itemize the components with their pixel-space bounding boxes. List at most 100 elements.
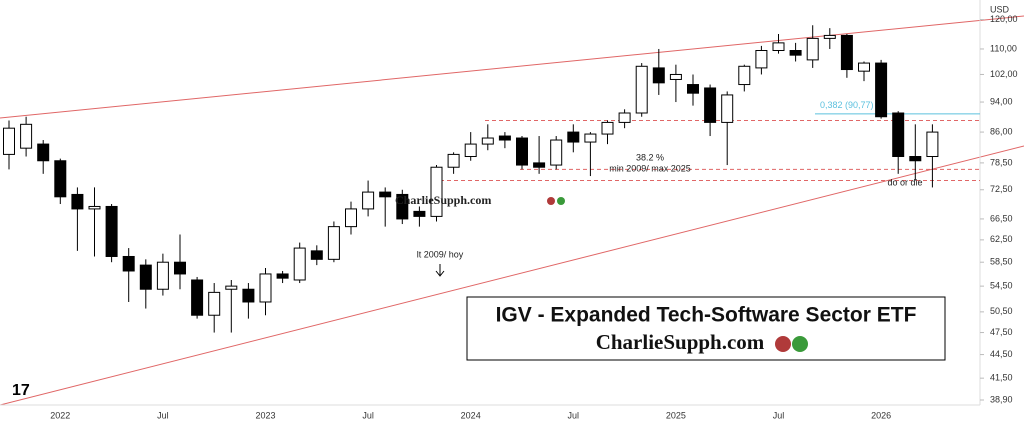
y-tick-label: 86,00	[990, 126, 1013, 136]
candle-body	[652, 67, 665, 84]
candle-body	[379, 191, 392, 198]
candle-body	[789, 50, 802, 56]
candle-body	[242, 288, 255, 303]
chart-subtitle: CharlieSupph.com	[596, 330, 765, 354]
annotation: do or die	[887, 177, 922, 187]
candle-body	[498, 135, 511, 141]
x-tick-label: 2022	[50, 410, 70, 420]
icon-up	[557, 197, 565, 205]
y-tick-label: 72,50	[990, 184, 1013, 194]
candle-body	[669, 73, 682, 80]
y-tick-label: 120,00	[990, 14, 1018, 24]
icon-up	[792, 336, 808, 352]
y-tick-label: 66,50	[990, 213, 1013, 223]
fib-label: 0,382 (90,77)	[820, 100, 874, 110]
candle-body	[772, 42, 785, 52]
candle-body	[259, 273, 272, 303]
plot	[3, 25, 980, 333]
candle-body	[396, 193, 409, 220]
x-tick-label: Jul	[773, 410, 785, 420]
candle-body	[54, 160, 67, 198]
candle-body	[191, 279, 204, 316]
candle-body	[71, 193, 84, 210]
candle-body	[721, 94, 734, 123]
x-tick-label: Jul	[157, 410, 169, 420]
chart-title: IGV - Expanded Tech-Software Sector ETF	[496, 304, 917, 327]
candle-body	[122, 255, 135, 272]
candle-body	[174, 261, 186, 275]
candle-body	[20, 123, 33, 149]
icon-down	[775, 336, 791, 352]
logo: 17	[12, 382, 30, 399]
candle-body	[516, 137, 528, 166]
x-tick-label: 2023	[255, 410, 275, 420]
candle-body	[447, 153, 460, 168]
y-tick-label: 41,50	[990, 373, 1013, 383]
y-tick-label: 102,00	[990, 69, 1018, 79]
candle-body	[225, 285, 238, 290]
candle-body	[909, 156, 922, 162]
candle-body	[481, 137, 494, 145]
candle-body	[139, 264, 152, 290]
candle-body	[430, 166, 443, 217]
upper-trend-line	[0, 15, 1024, 119]
candle-body	[156, 261, 169, 290]
candle-body	[464, 143, 477, 158]
candle-body	[413, 210, 426, 217]
candle-body	[755, 50, 768, 69]
y-tick-label: 58,50	[990, 257, 1013, 267]
candle-body	[926, 131, 939, 158]
currency: USD	[990, 4, 1010, 14]
y-tick-label: 94,00	[990, 96, 1013, 106]
x-tick-label: 2024	[461, 410, 481, 420]
annotation: lt 2009/ hoy	[417, 249, 464, 259]
candle-body	[738, 65, 751, 86]
lower-trend-line	[0, 145, 1024, 406]
candle-body	[567, 131, 580, 143]
candle-body	[840, 34, 853, 71]
y-tick-label: 44,50	[990, 349, 1013, 359]
x-tick-label: 2025	[666, 410, 686, 420]
candle-body	[3, 127, 15, 155]
title-box	[466, 296, 946, 361]
candle-body	[858, 62, 870, 72]
candle-body	[704, 87, 717, 123]
arrow	[435, 264, 445, 277]
x-tick-label: Jul	[568, 410, 580, 420]
candle-body	[310, 250, 323, 260]
x-tick-label: 2026	[871, 410, 891, 420]
candle-body	[635, 65, 648, 114]
candle-body	[875, 62, 888, 118]
y-tick-label: 38,90	[990, 394, 1013, 404]
candle-body	[362, 191, 375, 210]
y-tick-label: 54,50	[990, 281, 1013, 291]
candle-body	[823, 34, 836, 39]
y-tick-label: 78,50	[990, 157, 1013, 167]
icon-down	[547, 197, 555, 205]
candle-body	[293, 247, 306, 281]
candle-body	[601, 121, 614, 135]
candle-body	[618, 112, 631, 123]
watermark: CharlieSupph.com	[395, 193, 491, 207]
candle-body	[105, 205, 118, 257]
annotation: 38.2 %	[636, 152, 664, 162]
candle-body	[687, 84, 699, 94]
candle-body	[327, 226, 340, 260]
candle-body	[533, 162, 546, 168]
x-tick-label: Jul	[362, 410, 374, 420]
y-tick-label: 50,50	[990, 306, 1013, 316]
y-tick-label: 62,50	[990, 234, 1013, 244]
candle-body	[892, 112, 905, 158]
candle-body	[208, 291, 221, 316]
candle-body	[550, 139, 563, 166]
candle-body	[345, 208, 357, 228]
candle-body	[584, 133, 597, 143]
annotation: min 2009/ max 2025	[609, 163, 691, 173]
y-tick-label: 110,00	[990, 43, 1017, 53]
candle-body	[37, 143, 50, 162]
candle-body	[276, 273, 289, 279]
candle-body	[806, 37, 819, 61]
candle-body	[88, 205, 101, 210]
